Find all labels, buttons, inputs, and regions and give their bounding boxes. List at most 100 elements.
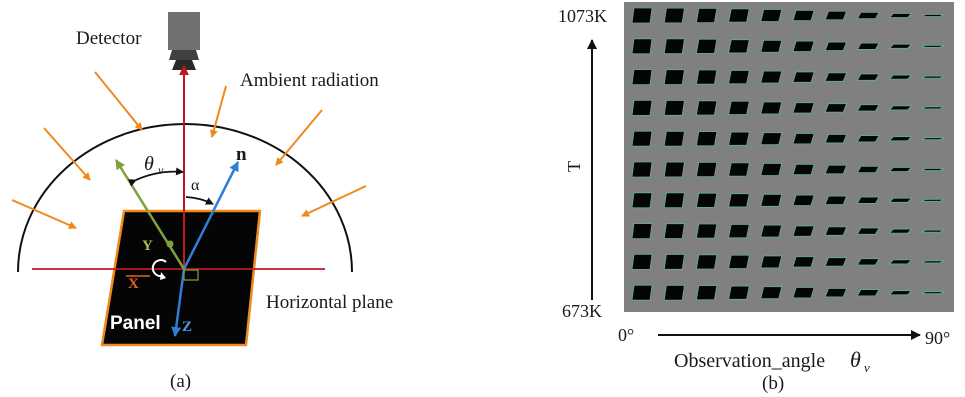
t-max-label: 1073K <box>558 6 607 26</box>
texture-sample-cell <box>888 167 913 172</box>
right-angle-marker <box>183 269 199 281</box>
texture-sample-cell <box>695 100 718 116</box>
rotation-arrowhead <box>160 272 166 280</box>
radiation-arrow <box>209 85 227 138</box>
texture-sample-cell <box>824 164 848 175</box>
texture-sample-cell <box>760 286 783 300</box>
normal-label: n <box>236 144 247 165</box>
texture-sample-cell <box>728 100 750 115</box>
texture-sample-cell <box>792 287 815 299</box>
texture-sample-cell <box>856 73 880 81</box>
z-axis-label: Z <box>182 319 192 335</box>
texture-sample-cell <box>921 168 944 171</box>
texture-sample-cell <box>792 9 815 22</box>
texture-sample-cell <box>856 258 880 266</box>
texture-sample-cell <box>728 285 750 300</box>
panel-b: 1073K 673K T 0° 90° Observation_angle θ … <box>558 2 954 394</box>
texture-sample-cell <box>760 193 783 207</box>
observation-theta-symbol: θ <box>850 347 861 372</box>
observation-theta-subscript: v <box>864 360 870 375</box>
texture-sample-cell <box>760 255 783 269</box>
texture-sample-cell <box>921 75 944 79</box>
radiation-arrow <box>11 199 77 229</box>
texture-sample-cell <box>888 105 913 111</box>
texture-sample-cell <box>695 285 718 301</box>
observation-vector <box>114 159 186 270</box>
texture-sample-cell <box>695 161 718 178</box>
texture-sample-cell <box>728 39 750 54</box>
texture-sample-cell <box>888 43 913 49</box>
texture-sample-cell <box>888 228 913 234</box>
detector-icon <box>168 12 200 70</box>
texture-sample-cell <box>631 130 653 147</box>
texture-sample-cell <box>792 194 815 206</box>
texture-sample-cell <box>631 284 653 301</box>
texture-sample-cell <box>631 69 653 85</box>
radiation-arrow <box>301 185 367 217</box>
radiation-arrow <box>94 71 143 131</box>
y-axis-label: Y <box>142 238 153 254</box>
texture-sample-cell <box>856 196 880 204</box>
texture-sample-cell <box>760 132 783 146</box>
texture-sample-cell <box>824 226 848 236</box>
texture-sample-cell <box>663 38 685 55</box>
texture-sample-cell <box>856 289 880 297</box>
texture-sample-cell <box>695 131 718 147</box>
angle-max-label: 90° <box>925 328 950 348</box>
texture-sample-cell <box>728 70 750 85</box>
texture-sample-cell <box>728 162 750 177</box>
texture-sample-cell <box>695 7 718 24</box>
caption-a: (a) <box>170 371 191 392</box>
texture-sample-cell <box>631 7 653 24</box>
angle-min-label: 0° <box>618 325 634 345</box>
texture-sample-cell <box>856 11 880 20</box>
texture-sample-cell <box>792 163 815 176</box>
y-axis-dot <box>166 240 174 248</box>
texture-sample-cell <box>728 193 750 208</box>
texture-sample-cell <box>824 72 848 82</box>
texture-sample-cell <box>888 136 913 142</box>
texture-sample-cell <box>921 291 944 295</box>
x-axis-label: X <box>128 276 139 292</box>
texture-sample-cell <box>631 161 653 178</box>
texture-sample-cell <box>921 198 944 202</box>
texture-sample-cell <box>824 288 848 298</box>
texture-sample-cell <box>921 260 944 264</box>
texture-sample-cell <box>856 165 880 174</box>
texture-sample-cell <box>792 225 815 237</box>
texture-sample-cell <box>888 290 913 296</box>
texture-sample-cell <box>856 135 880 143</box>
detector-label: Detector <box>76 28 142 49</box>
texture-sample-cell <box>760 39 783 53</box>
texture-sample-cell <box>856 227 880 235</box>
texture-sample-cell <box>888 74 913 80</box>
texture-sample-cell <box>760 70 783 84</box>
texture-sample-cell <box>695 69 718 85</box>
texture-sample-cell <box>824 134 848 144</box>
texture-sample-cell <box>921 14 944 17</box>
texture-sample-cell <box>824 195 848 205</box>
caption-b: (b) <box>762 373 784 394</box>
texture-sample-cell <box>921 229 944 233</box>
texture-sample-cell <box>663 100 685 116</box>
radiation-arrow <box>275 109 323 166</box>
texture-sample-cell <box>663 223 685 239</box>
texture-sample-cell <box>663 284 685 301</box>
texture-sample-cell <box>856 42 880 50</box>
texture-sample-cell <box>631 253 653 270</box>
texture-sample-cell <box>888 13 913 18</box>
texture-sample-cell <box>695 223 718 239</box>
texture-sample-cell <box>824 10 848 21</box>
texture-sample-cell <box>792 40 815 52</box>
texture-sample-cell <box>728 8 750 23</box>
texture-sample-cell <box>792 102 815 114</box>
texture-sample-cell <box>663 130 685 147</box>
panel-a: Detector Ambient radiation n θ v α Y X Z <box>11 12 393 392</box>
texture-sample-cell <box>824 257 848 267</box>
theta-subscript: v <box>158 163 164 177</box>
z-vector <box>171 268 186 337</box>
texture-sample-cell <box>663 7 685 24</box>
texture-sample-cell <box>760 224 783 238</box>
panel-label: Panel <box>110 313 161 334</box>
texture-sample-cell <box>631 192 653 209</box>
